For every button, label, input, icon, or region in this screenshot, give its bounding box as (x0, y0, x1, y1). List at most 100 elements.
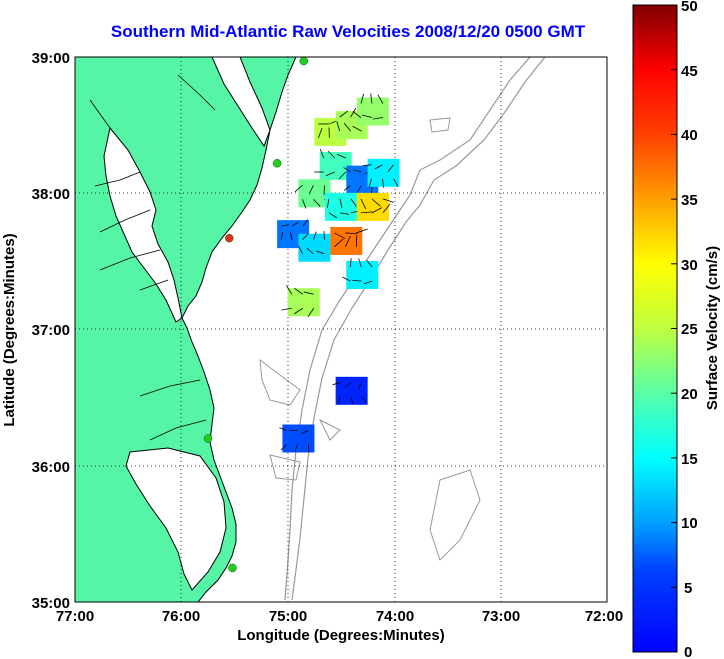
velocity-arrow (334, 232, 346, 239)
y-tick-label: 36:00 (32, 459, 70, 476)
velocity-arrow (361, 396, 367, 403)
velocity-arrow (294, 287, 303, 295)
velocity-arrow (306, 247, 314, 255)
velocity-arrow (356, 228, 368, 234)
velocity-arrow (361, 114, 373, 118)
velocity-arrow (343, 185, 351, 191)
radar-station-marker (203, 434, 213, 443)
velocity-arrow (344, 382, 351, 388)
colorbar-tick-label: 5 (684, 580, 692, 597)
x-tick-label: 73:00 (482, 608, 520, 625)
velocity-arrow (303, 291, 314, 295)
colorbar-tick-label: 15 (681, 451, 698, 468)
velocity-arrow (286, 285, 293, 295)
velocity-patch (325, 192, 357, 221)
velocity-arrow (336, 121, 341, 132)
velocity-arrow (356, 185, 362, 193)
velocity-patch (282, 424, 315, 453)
velocity-arrow (368, 178, 372, 188)
bathymetry-contour (259, 117, 481, 561)
velocity-arrow (387, 164, 394, 172)
velocity-arrow (326, 198, 330, 208)
velocity-patch (330, 226, 363, 255)
radar-stations (203, 57, 309, 573)
velocity-arrow (294, 184, 303, 193)
colorbar-tick-label: 50 (681, 0, 698, 15)
y-tick-label: 37:00 (32, 322, 70, 339)
y-tick-label: 39:00 (32, 50, 70, 67)
pamlico-sound (125, 447, 227, 591)
velocity-arrow (315, 250, 325, 255)
delaware-bay (211, 57, 271, 148)
velocity-arrow (345, 232, 358, 235)
velocity-arrow (338, 171, 346, 180)
velocity-arrow (344, 235, 351, 248)
velocity-arrow (371, 198, 381, 207)
velocity-arrow (363, 280, 373, 285)
colorbar-tick-label: 0 (684, 644, 692, 659)
velocity-arrow (353, 169, 362, 173)
x-tick-label: 76:00 (162, 608, 200, 625)
y-axis-label: Latitude (Degrees:Minutes) (1, 233, 18, 426)
velocity-arrow (317, 128, 323, 139)
colorbar-label: Surface Velocity (cm/s) (704, 246, 721, 410)
colorbar (632, 4, 678, 653)
colorbar-tick-label: 25 (681, 321, 698, 338)
velocity-arrow (325, 171, 335, 177)
velocity-arrow (313, 198, 321, 207)
velocity-arrow (374, 164, 383, 170)
velocity-arrow (279, 427, 287, 431)
velocity-arrow (350, 396, 354, 404)
colorbar-tick-label: 10 (681, 515, 698, 532)
velocity-arrow (302, 199, 307, 209)
radar-station-marker (272, 159, 282, 168)
rivers (89, 74, 216, 441)
velocity-arrow (307, 308, 315, 318)
velocity-patch (356, 192, 389, 221)
velocity-arrow (372, 117, 383, 120)
velocity-arrow (366, 259, 373, 268)
velocity-arrow (370, 93, 373, 104)
velocity-arrow (280, 444, 287, 451)
velocity-arrow (352, 279, 362, 282)
velocity-arrow (377, 94, 384, 104)
velocity-patch (346, 261, 379, 289)
velocity-arrow (382, 178, 385, 188)
velocity-arrow (294, 444, 298, 452)
velocity-arrow (328, 212, 338, 219)
velocity-arrow (350, 198, 357, 207)
velocity-arrow (382, 203, 391, 214)
velocity-arrow (281, 224, 289, 227)
grid (75, 57, 607, 602)
velocity-arrow (343, 122, 351, 132)
colorbar-tick-label: 30 (681, 257, 698, 274)
velocity-patch (367, 158, 400, 187)
velocity-arrow (302, 219, 308, 227)
velocity-arrow (349, 258, 352, 268)
x-tick-label: 75:00 (269, 608, 307, 625)
velocity-arrow (293, 307, 303, 315)
velocity-arrow (357, 382, 362, 390)
velocity-arrow (291, 221, 299, 227)
velocity-arrow (327, 150, 335, 159)
velocity-arrow (370, 185, 373, 194)
velocity-arrow (338, 396, 341, 405)
y-tick-label: 38:00 (32, 186, 70, 203)
velocity-arrow (360, 211, 373, 214)
velocity-arrow (343, 167, 351, 172)
colorbar-tick-label: 45 (681, 63, 698, 80)
y-tick-label: 35:00 (32, 595, 70, 612)
colorbar-ticks (671, 4, 677, 588)
velocity-arrow (393, 178, 399, 187)
velocity-arrow (334, 238, 344, 248)
velocity-arrow (319, 148, 325, 159)
velocity-arrow (302, 233, 309, 241)
velocity-patch (287, 288, 320, 317)
velocity-arrow (339, 110, 349, 118)
velocity-arrow (362, 164, 372, 166)
velocity-arrow (339, 212, 350, 215)
colorbar-tick-label: 40 (681, 127, 698, 144)
velocity-arrow (382, 198, 394, 203)
velocity-arrow (342, 276, 351, 282)
